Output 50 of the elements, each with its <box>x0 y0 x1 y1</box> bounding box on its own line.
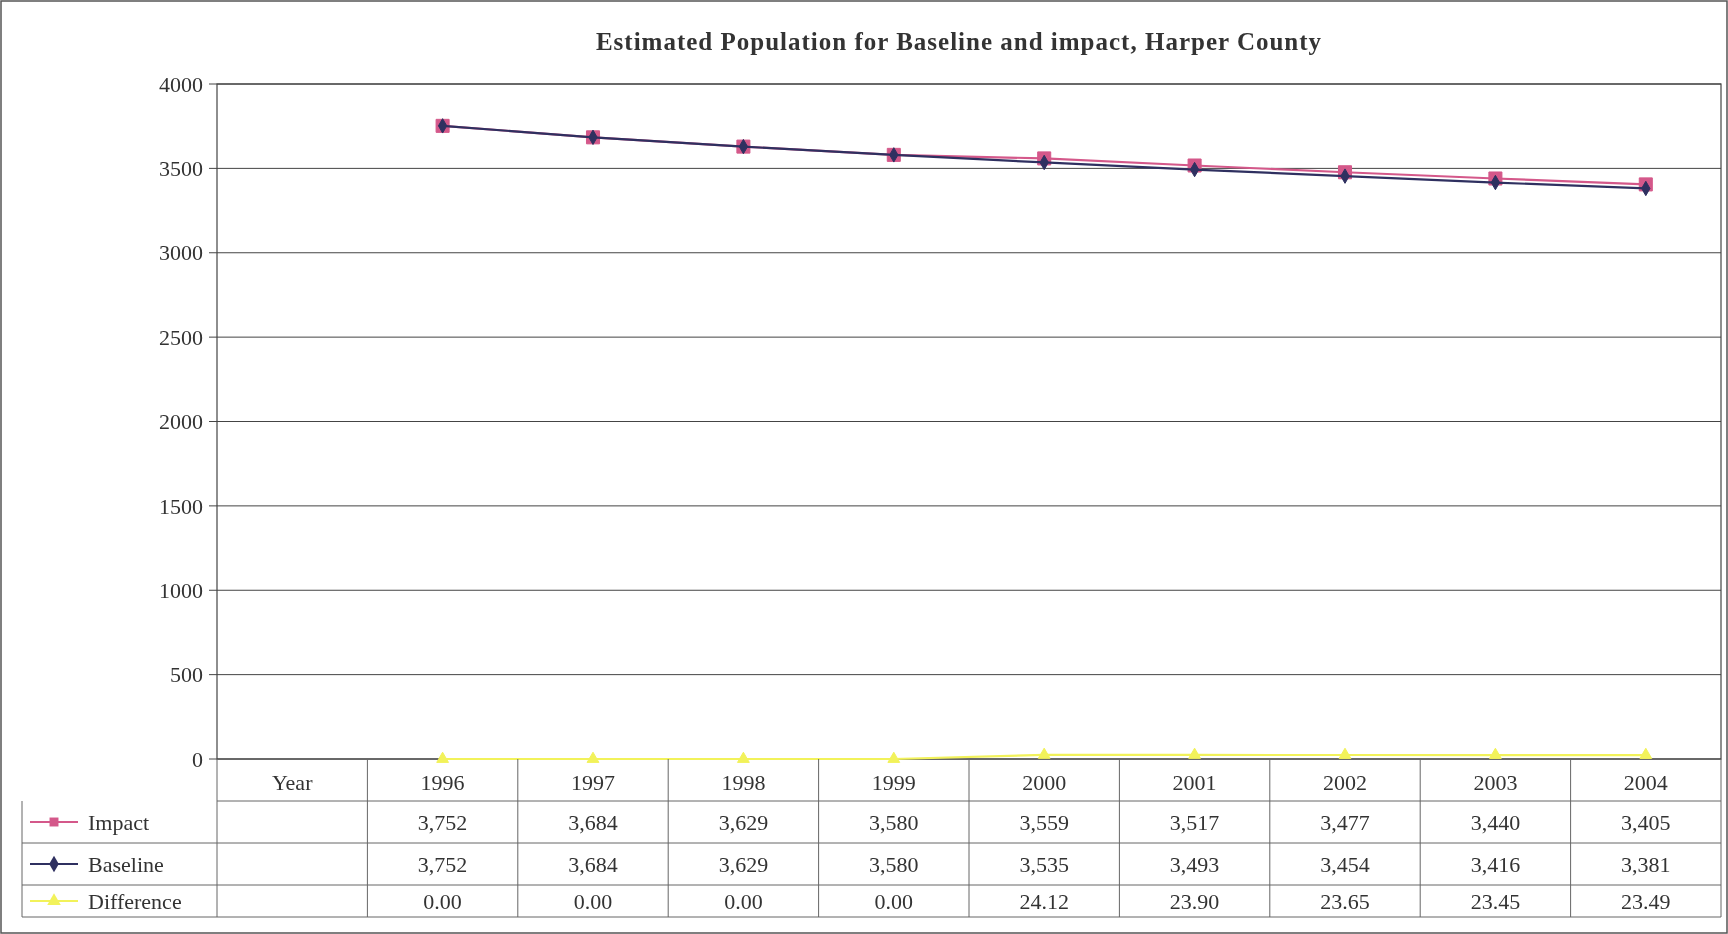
y-tick-label: 4000 <box>159 71 203 97</box>
data-label: 3,629 <box>718 851 769 877</box>
data-label: 23.45 <box>1470 888 1521 914</box>
x-tick-label: Year <box>271 769 314 795</box>
data-label: 3,440 <box>1470 809 1521 835</box>
data-label: 3,416 <box>1470 851 1521 877</box>
x-tick-label: 2004 <box>1623 769 1668 795</box>
y-tick-label: 1500 <box>159 493 203 519</box>
data-label: 23.90 <box>1169 888 1220 914</box>
y-tick-label: 0 <box>192 746 203 772</box>
data-label: 3,629 <box>718 809 769 835</box>
data-label: 3,517 <box>1169 809 1220 835</box>
x-tick-label: 2001 <box>1172 769 1217 795</box>
x-tick-label: 2003 <box>1473 769 1518 795</box>
data-label: 3,477 <box>1320 809 1370 835</box>
data-label: 3,381 <box>1621 851 1671 877</box>
legend-label: Impact <box>88 809 150 835</box>
data-label: 3,580 <box>869 851 919 877</box>
y-tick-label: 1000 <box>159 577 203 603</box>
x-tick-label: 1999 <box>871 769 916 795</box>
data-label: 0.00 <box>874 888 914 914</box>
data-label: 3,454 <box>1320 851 1370 877</box>
x-tick-label: 2000 <box>1022 769 1067 795</box>
y-tick-label: 3000 <box>159 240 203 266</box>
data-label: 24.12 <box>1019 888 1069 914</box>
data-label: 23.49 <box>1621 888 1671 914</box>
y-tick-label: 500 <box>170 662 203 688</box>
x-tick-label: 1997 <box>571 769 615 795</box>
legend-label: Difference <box>88 888 182 914</box>
data-label: 3,752 <box>417 809 468 835</box>
data-label: 3,752 <box>417 851 468 877</box>
data-label: 0.00 <box>724 888 763 914</box>
data-label: 3,684 <box>568 851 618 877</box>
data-label: 23.65 <box>1320 888 1370 914</box>
data-label: 0.00 <box>423 888 462 914</box>
x-tick-label: 2002 <box>1323 769 1367 795</box>
data-label: 3,580 <box>869 809 919 835</box>
data-label: 3,535 <box>1019 851 1069 877</box>
data-label: 3,493 <box>1169 851 1220 877</box>
y-tick-label: 3500 <box>159 156 203 182</box>
y-tick-label: 2000 <box>159 409 203 435</box>
x-tick-label: 1998 <box>721 769 766 795</box>
chart-title: Estimated Population for Baseline and impact, Harper County <box>595 28 1323 55</box>
data-label: 3,559 <box>1019 809 1069 835</box>
x-tick-label: 1996 <box>420 769 465 795</box>
data-label: 3,684 <box>568 809 618 835</box>
data-label: 0.00 <box>573 888 613 914</box>
legend-label: Baseline <box>88 851 164 877</box>
y-tick-label: 2500 <box>159 324 203 350</box>
data-label: 3,405 <box>1621 809 1671 835</box>
